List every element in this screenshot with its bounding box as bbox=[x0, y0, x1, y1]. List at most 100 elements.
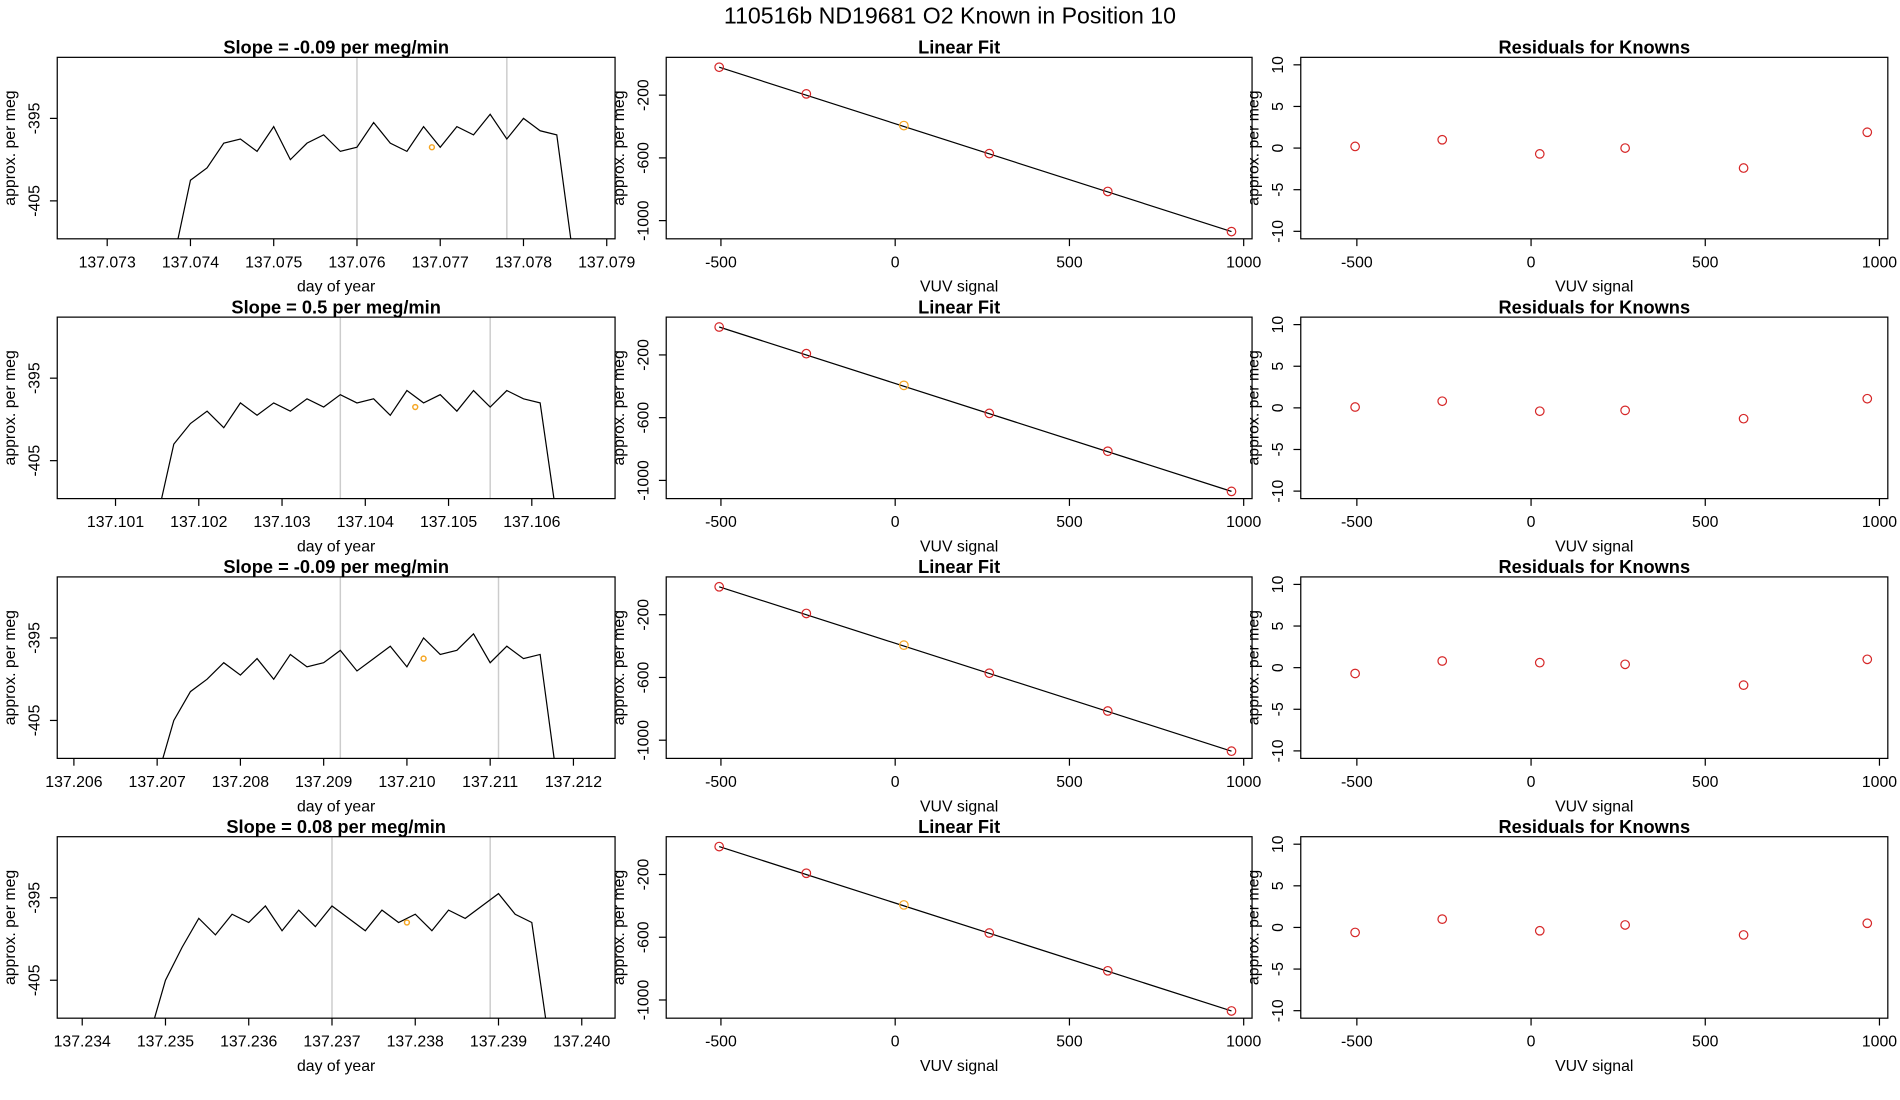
data-point bbox=[1862, 654, 1873, 665]
y-tick-label: -395 bbox=[27, 102, 44, 134]
chart-title: Linear Fit bbox=[918, 816, 1000, 837]
data-point bbox=[1862, 393, 1873, 404]
x-axis-label: VUV signal bbox=[920, 1058, 998, 1075]
y-tick-label: 0 bbox=[1270, 663, 1287, 672]
x-tick-label: 137.077 bbox=[412, 254, 469, 271]
page-title: 110516b ND19681 O2 Known in Position 10 bbox=[724, 2, 1176, 28]
x-tick-label: 137.237 bbox=[303, 1034, 360, 1051]
y-tick-label: -10 bbox=[1270, 220, 1287, 243]
plot-frame bbox=[1300, 316, 1889, 500]
panel: Linear Fit VUV signal approx. per meg -500 0… bbox=[611, 37, 1261, 296]
y-tick-label: 5 bbox=[1270, 621, 1287, 630]
x-tick-label: 137.078 bbox=[495, 254, 552, 271]
fit-line bbox=[719, 586, 1232, 752]
x-tick-label: -500 bbox=[1341, 514, 1373, 531]
data-point bbox=[984, 408, 995, 419]
data-point bbox=[1862, 918, 1873, 929]
data-point bbox=[801, 348, 812, 359]
data-point bbox=[1620, 143, 1630, 153]
x-tick-label: 137.208 bbox=[212, 774, 269, 791]
data-point bbox=[1534, 925, 1545, 936]
x-axis-label: day of year bbox=[297, 279, 376, 296]
plot-frame bbox=[1300, 56, 1889, 240]
y-tick-label: -600 bbox=[635, 921, 652, 953]
y-axis-label: approx. per meg bbox=[1246, 870, 1263, 985]
y-tick-label: -405 bbox=[27, 704, 44, 736]
data-point bbox=[1620, 920, 1630, 930]
plot-frame bbox=[1300, 836, 1889, 1019]
y-tick-label: 10 bbox=[1270, 835, 1287, 853]
y-tick-label: -1000 bbox=[635, 980, 652, 1021]
y-tick-label: -10 bbox=[1270, 999, 1287, 1022]
fit-line bbox=[719, 326, 1232, 492]
y-tick-label: -200 bbox=[635, 599, 652, 631]
x-tick-label: 0 bbox=[1527, 1034, 1536, 1051]
panel: Linear Fit VUV signal approx. per meg -500 0… bbox=[611, 296, 1261, 555]
x-tick-label: 137.101 bbox=[87, 514, 144, 531]
y-axis-label: approx. per meg bbox=[611, 90, 628, 205]
x-tick-label: 500 bbox=[1056, 514, 1083, 531]
y-tick-label: 0 bbox=[1270, 923, 1287, 932]
x-tick-label: 0 bbox=[891, 774, 900, 791]
plot-frame bbox=[665, 836, 1253, 1019]
highlight-point bbox=[428, 144, 436, 151]
data-point bbox=[1738, 163, 1749, 173]
x-tick-label: 1000 bbox=[1226, 254, 1261, 271]
plot-frame bbox=[665, 576, 1253, 760]
y-tick-label: -200 bbox=[635, 79, 652, 111]
y-tick-label: -5 bbox=[1270, 442, 1287, 456]
panel: Residuals for Knowns VUV signal approx. pe… bbox=[1246, 296, 1898, 555]
x-axis-label: VUV signal bbox=[1555, 279, 1633, 296]
data-point bbox=[1437, 134, 1448, 145]
x-tick-label: 137.075 bbox=[245, 254, 302, 271]
highlight-point bbox=[420, 655, 427, 662]
panel: Linear Fit VUV signal approx. per meg -500 0… bbox=[611, 556, 1261, 815]
y-tick-label: 10 bbox=[1270, 56, 1287, 74]
y-tick-label: -200 bbox=[635, 339, 652, 371]
panel: Residuals for Knowns VUV signal approx. pe… bbox=[1246, 816, 1898, 1075]
data-point bbox=[1350, 141, 1360, 152]
y-tick-label: -600 bbox=[635, 142, 652, 174]
data-point bbox=[1738, 680, 1749, 691]
y-axis-label: approx. per meg bbox=[2, 870, 19, 985]
x-tick-label: 137.210 bbox=[378, 774, 435, 791]
chart-title: Slope = -0.09 per meg/min bbox=[223, 556, 449, 577]
x-tick-label: -500 bbox=[1341, 1034, 1373, 1051]
x-tick-label: 137.234 bbox=[54, 1034, 111, 1051]
x-tick-label: 137.207 bbox=[129, 774, 186, 791]
y-axis-label: approx. per meg bbox=[611, 350, 628, 465]
x-tick-label: 137.104 bbox=[337, 514, 394, 531]
data-line bbox=[162, 632, 555, 759]
x-tick-label: 0 bbox=[891, 1034, 900, 1051]
chart-title: Residuals for Knowns bbox=[1498, 37, 1690, 58]
plot-frame bbox=[56, 316, 616, 500]
data-point bbox=[1226, 746, 1237, 757]
data-line bbox=[153, 892, 547, 1019]
x-tick-label: 137.236 bbox=[220, 1034, 277, 1051]
x-tick-label: 500 bbox=[1056, 254, 1083, 271]
x-tick-label: -500 bbox=[1341, 774, 1373, 791]
plot-frame bbox=[665, 316, 1253, 500]
y-tick-label: -395 bbox=[27, 882, 44, 914]
x-tick-label: 137.102 bbox=[170, 514, 227, 531]
x-tick-label: 137.206 bbox=[45, 774, 102, 791]
panel: Slope = 0.08 per meg/min day of year appro… bbox=[2, 816, 616, 1075]
y-tick-label: 0 bbox=[1270, 143, 1287, 152]
y-tick-label: -405 bbox=[27, 445, 44, 477]
x-tick-label: 137.074 bbox=[162, 254, 219, 271]
highlight-point bbox=[403, 919, 411, 926]
y-tick-label: -405 bbox=[27, 185, 44, 217]
y-tick-label: -395 bbox=[27, 622, 44, 654]
x-tick-label: 500 bbox=[1692, 1034, 1719, 1051]
x-tick-label: -500 bbox=[705, 1034, 737, 1051]
data-point bbox=[984, 928, 995, 938]
data-point bbox=[1102, 186, 1113, 197]
x-tick-label: 500 bbox=[1692, 514, 1719, 531]
data-point bbox=[1102, 446, 1113, 457]
y-tick-label: 10 bbox=[1270, 316, 1287, 334]
y-tick-label: -600 bbox=[635, 661, 652, 693]
data-point bbox=[1437, 656, 1448, 666]
x-tick-label: 0 bbox=[891, 254, 900, 271]
data-point bbox=[801, 89, 812, 99]
plot-frame bbox=[56, 836, 616, 1019]
